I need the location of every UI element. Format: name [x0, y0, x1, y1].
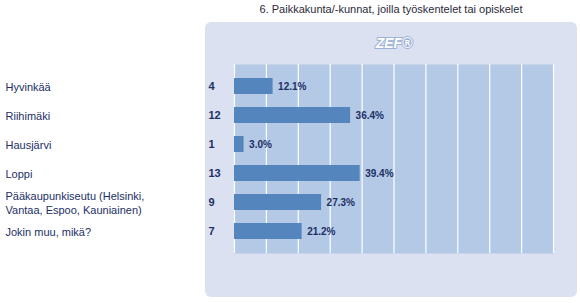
svg-text:13: 13 — [209, 167, 221, 179]
svg-text:39.4%: 39.4% — [365, 168, 393, 179]
svg-text:9: 9 — [209, 196, 215, 208]
svg-text:7: 7 — [209, 225, 215, 237]
svg-text:3.0%: 3.0% — [249, 139, 272, 150]
svg-text:Pääkaupunkiseutu (Helsinki,Van: Pääkaupunkiseutu (Helsinki,Vantaa, Espoo… — [6, 190, 145, 216]
svg-text:Hausjärvi: Hausjärvi — [6, 139, 52, 151]
svg-text:21.2%: 21.2% — [307, 226, 335, 237]
svg-text:27.3%: 27.3% — [327, 197, 355, 208]
svg-text:Jokin muu, mikä?: Jokin muu, mikä? — [6, 226, 92, 238]
svg-text:ZEF®: ZEF® — [375, 35, 413, 51]
svg-text:Hyvinkää: Hyvinkää — [6, 81, 52, 93]
svg-text:Riihimäki: Riihimäki — [6, 110, 51, 122]
svg-text:Loppi: Loppi — [6, 168, 33, 180]
svg-text:4: 4 — [209, 80, 216, 92]
svg-text:1: 1 — [209, 138, 215, 150]
svg-text:12.1%: 12.1% — [278, 81, 306, 92]
svg-text:12: 12 — [209, 109, 221, 121]
html-text:6. Paikkakunta/-kunnat, joilla: 6. Paikkakunta/-kunnat, joilla työskente… — [259, 3, 523, 15]
svg-text:36.4%: 36.4% — [356, 110, 384, 121]
